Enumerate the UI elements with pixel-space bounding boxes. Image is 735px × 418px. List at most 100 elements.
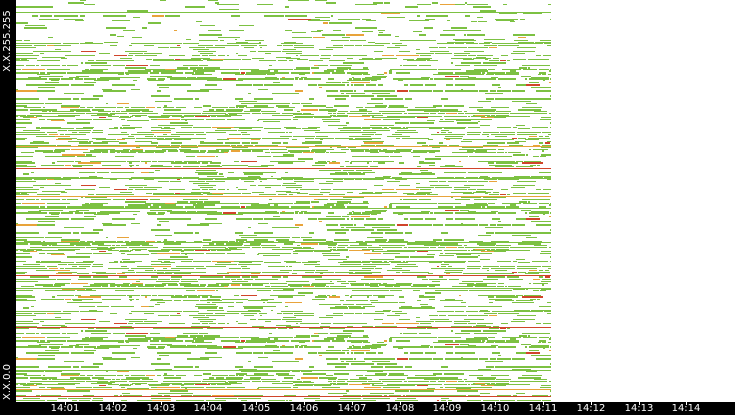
- activity-segment: [542, 74, 546, 75]
- activity-segment: [127, 254, 149, 255]
- activity-segment: [280, 212, 294, 214]
- activity-segment: [446, 156, 468, 157]
- activity-segment: [49, 78, 60, 80]
- activity-segment: [436, 127, 446, 128]
- activity-segment: [364, 358, 366, 360]
- activity-segment: [488, 296, 494, 298]
- activity-segment: [297, 245, 300, 246]
- activity-segment: [285, 6, 289, 8]
- activity-segment: [466, 43, 471, 44]
- activity-segment: [264, 241, 274, 242]
- activity-segment: [406, 395, 413, 396]
- activity-segment: [486, 74, 494, 75]
- activity-segment: [457, 279, 459, 280]
- activity-segment: [296, 335, 310, 337]
- activity-segment: [118, 77, 140, 78]
- activity-segment: [110, 113, 127, 114]
- activity-segment: [170, 181, 181, 182]
- activity-segment: [54, 284, 65, 286]
- activity-segment: [41, 165, 64, 166]
- activity-segment: [127, 10, 148, 12]
- activity-segment: [440, 245, 462, 246]
- activity-segment: [437, 311, 444, 312]
- activity-segment: [76, 210, 89, 211]
- activity-segment: [311, 201, 319, 203]
- activity-segment: [253, 84, 258, 86]
- activity-segment: [259, 194, 276, 195]
- activity-segment: [372, 385, 393, 386]
- activity-segment: [326, 2, 336, 4]
- activity-segment: [338, 111, 348, 112]
- activity-segment: [198, 307, 217, 309]
- activity-segment: [370, 395, 382, 396]
- activity-segment: [430, 346, 433, 348]
- traffic-heatmap[interactable]: [16, 0, 551, 402]
- activity-segment: [319, 87, 322, 88]
- time-tick-label: 14:02: [98, 403, 128, 414]
- activity-segment: [465, 247, 488, 248]
- activity-segment: [92, 272, 106, 273]
- activity-segment: [145, 136, 153, 137]
- activity-segment: [198, 45, 213, 46]
- activity-segment: [51, 348, 59, 349]
- activity-segment: [276, 105, 289, 107]
- activity-segment: [441, 98, 448, 100]
- activity-segment: [238, 323, 247, 324]
- activity-segment: [438, 247, 445, 248]
- activity-segment: [144, 53, 162, 54]
- activity-segment: [151, 395, 162, 396]
- activity-segment: [244, 379, 260, 380]
- activity-segment: [362, 326, 373, 327]
- activity-segment: [353, 262, 362, 263]
- activity-segment: [468, 189, 476, 190]
- activity-segment: [97, 382, 115, 383]
- activity-segment: [383, 283, 387, 284]
- activity-segment: [41, 109, 55, 111]
- activity-segment: [246, 375, 264, 376]
- activity-segment: [468, 315, 488, 316]
- activity-segment: [71, 283, 88, 284]
- activity-segment: [215, 379, 229, 380]
- activity-segment: [377, 95, 397, 97]
- activity-segment: [512, 358, 525, 360]
- activity-segment: [330, 173, 348, 175]
- activity-segment: [135, 116, 141, 117]
- activity-segment: [526, 154, 528, 156]
- activity-segment: [229, 114, 237, 115]
- activity-segment: [58, 250, 75, 251]
- activity-segment: [16, 145, 24, 146]
- activity-segment: [167, 77, 173, 78]
- activity-segment: [117, 103, 129, 104]
- activity-segment: [82, 311, 103, 312]
- activity-segment: [477, 109, 496, 111]
- activity-segment: [24, 107, 28, 108]
- activity-segment: [493, 111, 495, 112]
- activity-segment: [120, 127, 122, 128]
- activity-segment: [294, 47, 314, 48]
- activity-segment: [264, 352, 270, 354]
- activity-segment: [116, 245, 120, 246]
- activity-segment: [366, 90, 377, 92]
- activity-segment: [293, 119, 298, 120]
- activity-segment: [193, 261, 211, 262]
- activity-segment: [180, 284, 186, 286]
- activity-segment: [144, 311, 166, 312]
- activity-segment: [267, 342, 275, 343]
- activity-segment: [195, 72, 204, 74]
- activity-segment: [90, 340, 104, 342]
- activity-segment: [433, 224, 443, 226]
- activity-segment: [448, 266, 452, 267]
- activity-segment: [529, 78, 549, 80]
- activity-segment: [294, 203, 310, 204]
- activity-segment: [286, 192, 300, 193]
- activity-segment: [131, 134, 154, 135]
- activity-segment: [318, 384, 332, 385]
- activity-segment: [229, 30, 244, 31]
- activity-segment: [58, 264, 67, 265]
- activity-segment: [332, 161, 336, 162]
- activity-segment: [519, 201, 527, 203]
- activity-segment: [23, 264, 40, 265]
- activity-segment: [206, 266, 210, 267]
- activity-segment: [30, 117, 34, 118]
- activity-segment: [475, 249, 485, 250]
